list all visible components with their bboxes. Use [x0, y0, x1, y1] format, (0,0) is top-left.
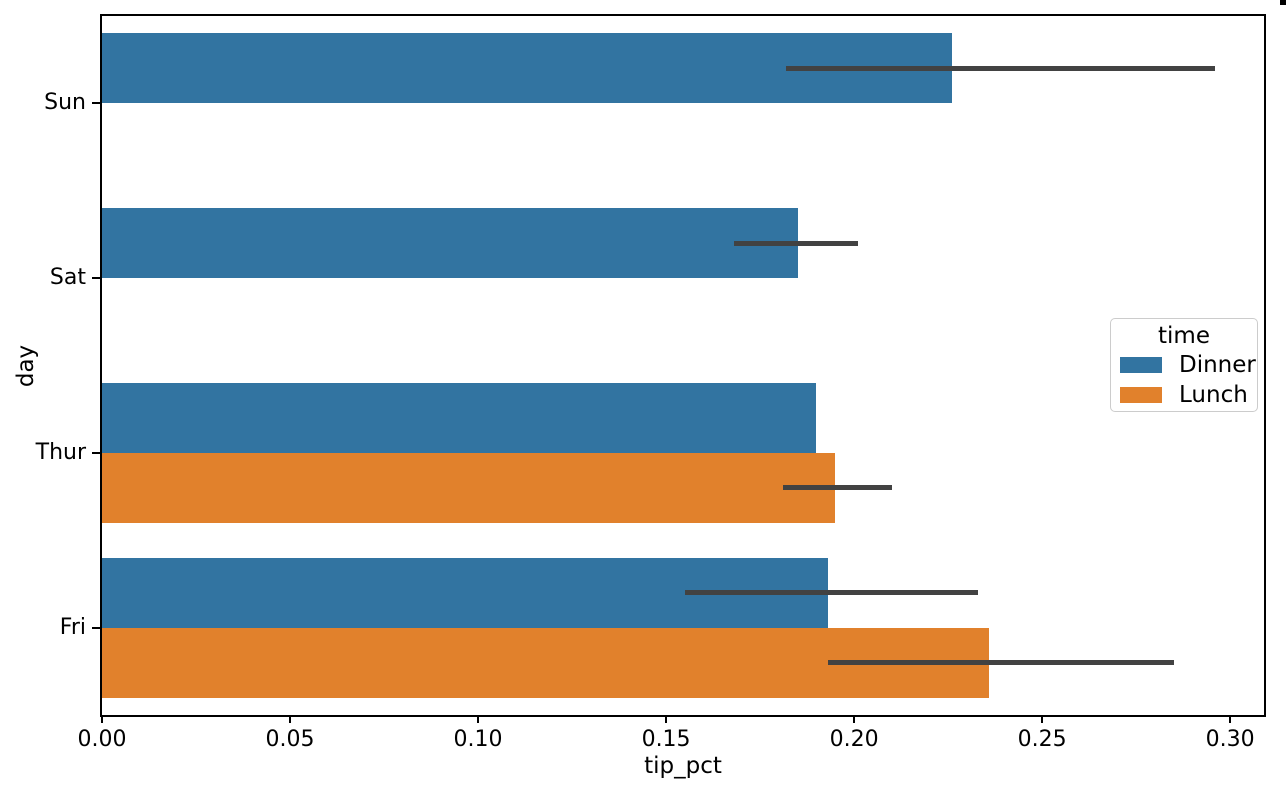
x-tick-0.15 [665, 715, 668, 723]
legend-swatch-dinner [1120, 357, 1162, 373]
bar-thur-dinner [102, 382, 817, 453]
y-tick-label-sat: Sat [49, 265, 86, 291]
errorbar-thur-lunch [782, 485, 892, 491]
legend-swatch-lunch [1120, 387, 1162, 403]
x-tick-0.10 [477, 715, 480, 723]
x-tick-label-0.25: 0.25 [1017, 727, 1067, 752]
x-tick-label-0.15: 0.15 [641, 727, 691, 752]
x-tick-label-0.00: 0.00 [77, 727, 127, 752]
x-tick-0.05 [289, 715, 292, 723]
x-tick-label-0.20: 0.20 [829, 727, 879, 752]
legend-label-lunch: Lunch [1179, 382, 1248, 408]
legend-entry-lunch: Lunch [1111, 380, 1257, 410]
x-tick-label-0.05: 0.05 [265, 727, 315, 752]
x-tick-0.20 [853, 715, 856, 723]
bar-thur-lunch [102, 452, 836, 523]
errorbar-sun-dinner [786, 65, 1216, 71]
y-tick-label-fri: Fri [59, 614, 86, 640]
errorbar-fri-dinner [684, 590, 979, 596]
x-tick-label-0.30: 0.30 [1205, 727, 1255, 752]
legend-title: time [1158, 323, 1210, 349]
x-tick-0.00 [101, 715, 103, 723]
y-tick-thur [92, 451, 100, 454]
legend-entry-dinner: Dinner [1111, 350, 1257, 380]
y-tick-label-sun: Sun [44, 90, 86, 116]
x-axis-label: tip_pct [644, 753, 722, 779]
bar-sat-dinner [102, 208, 798, 279]
legend: time Dinner Lunch [1110, 318, 1258, 412]
y-tick-label-thur: Thur [35, 439, 86, 465]
errorbar-fri-lunch [827, 660, 1174, 666]
y-axis-label: day [13, 344, 39, 387]
legend-label-dinner: Dinner [1179, 352, 1256, 378]
x-tick-0.30 [1229, 715, 1232, 723]
y-tick-sat [92, 277, 100, 280]
corner-artifact [1280, 0, 1286, 5]
y-tick-fri [92, 626, 100, 629]
legend-entries: Dinner Lunch [1111, 350, 1257, 410]
x-tick-0.25 [1041, 715, 1044, 723]
y-tick-sun [92, 102, 100, 105]
x-tick-label-0.10: 0.10 [453, 727, 503, 752]
errorbar-sat-dinner [733, 240, 858, 246]
